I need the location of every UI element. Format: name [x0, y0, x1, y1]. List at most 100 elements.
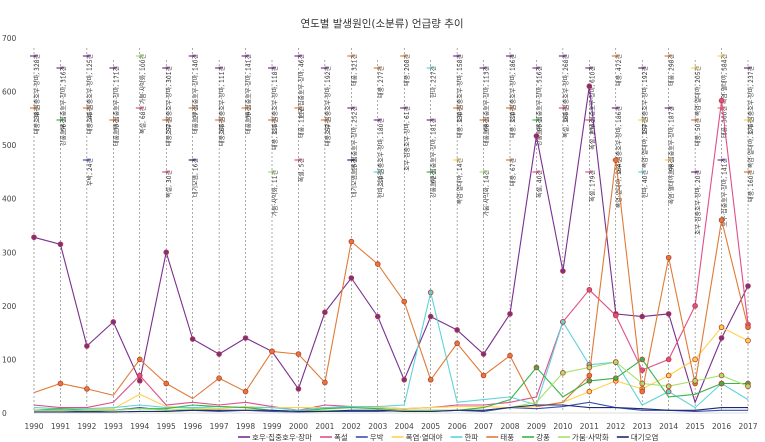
annotation-label: 호우·집중호우·장마, 141건: [245, 54, 253, 123]
data-point: [586, 372, 593, 379]
x-tick-label: 2012: [606, 422, 625, 431]
annotation-label: 태풍, 27건: [192, 106, 200, 134]
annotation-label: 강풍, 56건: [59, 118, 67, 146]
data-point: [269, 348, 275, 355]
annotation-label: 태풍, 57건: [165, 118, 173, 146]
data-point: [242, 388, 249, 395]
x-tick-label: 2000: [289, 422, 308, 431]
x-axis: 1990 1991 1992 1993 1994 1995 1996 1997 1998 1999…: [24, 412, 758, 431]
data-point: [480, 351, 487, 357]
x-tick-label: 2016: [712, 422, 731, 431]
data-point: [163, 249, 170, 256]
legend-entry: 태풍: [500, 433, 514, 442]
legend-entry: 우박: [370, 432, 384, 442]
annotation-label: 호우·집중호우·장마, 141건: [721, 158, 729, 227]
series-line: [33, 358, 748, 412]
annotation-label: 태풍, 160건: [747, 170, 755, 202]
annotation-label: 호우·집중호우·장마, 171건: [112, 66, 120, 135]
x-tick-label: 1995: [157, 422, 176, 431]
data-point: [507, 311, 513, 317]
annotation-label: 호우·집중호우·장마, 192건: [324, 66, 332, 135]
data-point: [586, 364, 593, 371]
data-point: [348, 275, 355, 281]
x-tick-label: 1997: [210, 422, 229, 431]
annotation-label: 태풍, 57건: [324, 118, 332, 146]
data-point: [322, 379, 328, 386]
data-point: [57, 241, 64, 248]
data-point: [427, 289, 434, 296]
data-point: [639, 380, 646, 387]
x-tick-label: 1993: [104, 422, 123, 431]
annotation-label: 호우·집중호우·장마, 113건: [483, 66, 491, 135]
annotation-label: 폭설, 68건: [139, 106, 147, 134]
y-tick-label: 400: [2, 195, 17, 204]
annotation-label: 호우·집중호우·장마, 516건: [535, 66, 543, 135]
series-line: [34, 404, 748, 413]
data-point: [665, 254, 672, 261]
legend-entry: 폭설: [334, 433, 348, 442]
series-layer: [31, 83, 751, 413]
annotation-label: 태풍, 39건: [245, 106, 253, 134]
data-point: [560, 319, 566, 325]
y-tick-label: 500: [2, 141, 17, 150]
annotation-label: 폭설, 5건: [297, 158, 305, 182]
annotation-label: 태풍, 38건: [33, 106, 41, 134]
annotation-label: 폭설, 234건: [588, 118, 596, 150]
annotation-label: 폭설, 40건: [535, 170, 543, 198]
data-point: [692, 356, 698, 363]
y-tick-label: 100: [2, 355, 17, 364]
data-point: [560, 268, 566, 274]
annotation-label: 태풍, 50건: [694, 118, 702, 146]
annotation-label: 가뭄·사막화, 11건: [271, 170, 279, 216]
annotation-label: 한파, 227건: [430, 66, 438, 98]
series-line: [33, 292, 749, 411]
data-point: [665, 388, 672, 395]
x-tick-label: 2014: [659, 422, 678, 431]
annotation-label: 태풍, 298건: [668, 54, 676, 86]
annotation-label: 대기오염, 15건: [350, 158, 358, 197]
annotation-label: 호우·집중호우·장마, 181건: [430, 118, 438, 187]
x-tick-label: 2001: [315, 422, 334, 431]
data-point: [374, 261, 381, 267]
data-point: [322, 309, 328, 316]
annotation-label: 호우·집중호우·장마, 61건: [403, 106, 411, 171]
annotation-label: 한파, 40건: [641, 170, 649, 198]
legend-entry: 호우·집중호우·장마: [252, 432, 312, 442]
annotation-label: 태풍, 45건: [86, 106, 94, 134]
data-point: [718, 380, 725, 387]
data-point: [745, 283, 751, 289]
data-point: [136, 372, 143, 379]
series-line: [33, 100, 749, 411]
annotation-label: 호우·집중호우·장마, 192건: [641, 66, 649, 135]
annotation-label: 호우·집중호우·장마, 316건: [59, 66, 67, 135]
annotation-label: 태풍, 277건: [377, 66, 385, 98]
data-point: [401, 376, 408, 383]
data-point: [586, 378, 593, 384]
annotation-label: 호우·집중호우·장마, 186건: [509, 54, 517, 123]
data-point: [454, 327, 460, 333]
data-point: [639, 313, 646, 320]
data-point: [718, 335, 725, 341]
x-tick-label: 2006: [448, 422, 467, 431]
annotation-label: 태풍, 68건: [483, 118, 491, 146]
data-point: [586, 388, 593, 395]
y-axis: 0 100 200 300 400 500 600 700: [2, 34, 17, 418]
data-point: [665, 311, 672, 317]
y-tick-label: 200: [2, 302, 17, 311]
annotation-label: 폭염·열대야, 98건: [668, 158, 676, 204]
annotation-label: 호우·집중호우·장마, 187건: [668, 106, 676, 175]
annotation-label: 태풍, 130건: [456, 106, 464, 138]
annotation-label: 가뭄·사막화, 100건: [139, 54, 147, 104]
x-tick-label: 1990: [24, 422, 43, 431]
annotation-label: 폭설, 30건: [165, 170, 173, 198]
data-point: [560, 370, 566, 376]
data-point: [745, 337, 751, 344]
annotation-label: 호우·집중호우·장마, 252건: [350, 106, 358, 175]
data-point: [295, 351, 302, 357]
annotation-label: 호우·집중호우·장마, 140건: [192, 54, 200, 123]
data-point: [718, 372, 725, 379]
data-point: [533, 364, 540, 371]
data-point: [665, 383, 672, 390]
data-point: [136, 356, 143, 363]
